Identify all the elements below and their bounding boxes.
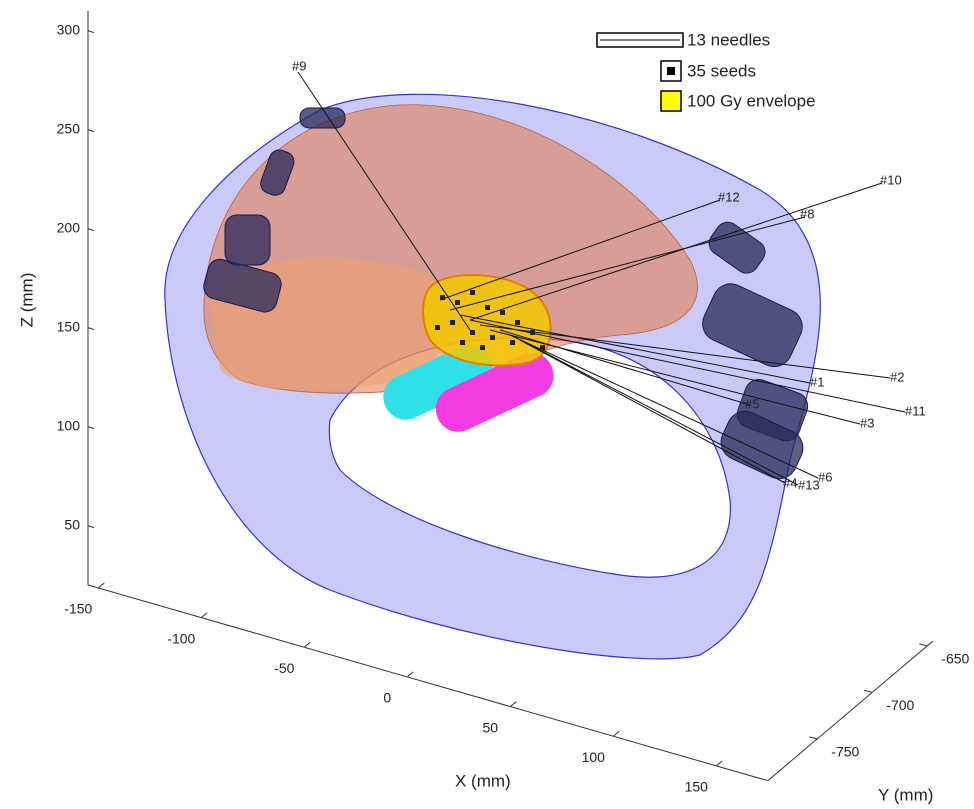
y-tick-label: -650 — [941, 651, 969, 667]
y-axis-label: Y (mm) — [878, 785, 933, 804]
needle-label: #8 — [800, 206, 814, 221]
z-axis-label: Z (mm) — [17, 273, 36, 328]
z-tick — [88, 328, 94, 330]
z-tick — [88, 526, 94, 528]
x-tick — [716, 761, 722, 766]
needle-label: #9 — [292, 58, 306, 73]
needle-label: #13 — [798, 477, 820, 492]
legend-label: 35 seeds — [687, 61, 756, 80]
x-tick — [613, 731, 619, 736]
y-tick-label: -700 — [886, 697, 914, 713]
chart: #9 #12 #10 #8 #1 #2 #11 #3 #5 #6 #4 #13 … — [0, 0, 974, 809]
x-tick — [201, 613, 207, 618]
legend: 13 needles 35 seeds 100 Gy envelope — [597, 30, 816, 111]
legend-label: 100 Gy envelope — [687, 91, 816, 110]
needle-label: #2 — [890, 369, 904, 384]
z-tick — [88, 427, 94, 429]
x-tick — [407, 672, 413, 677]
legend-label: 13 needles — [687, 30, 770, 49]
z-tick-label: 50 — [64, 516, 80, 532]
needle-label: #5 — [745, 396, 759, 411]
x-tick-label: 0 — [383, 690, 391, 706]
needle-label: #1 — [810, 374, 824, 389]
x-tick — [510, 702, 516, 707]
z-tick — [88, 130, 94, 132]
z-tick-label: 100 — [57, 417, 81, 433]
x-tick-label: 50 — [483, 719, 499, 735]
needle-label: #3 — [860, 415, 874, 430]
x-tick — [98, 583, 104, 588]
needle-label: #11 — [905, 403, 926, 418]
needle-label: #12 — [718, 189, 740, 204]
x-tick — [304, 642, 310, 647]
x-axis-label: X (mm) — [455, 771, 511, 790]
z-tick — [88, 229, 94, 231]
x-tick-label: 100 — [582, 749, 606, 765]
z-tick-label: 250 — [57, 120, 81, 136]
z-tick-label: 200 — [57, 219, 81, 235]
x-tick-label: -50 — [274, 660, 294, 676]
needle-label: #6 — [818, 469, 832, 484]
z-tick — [88, 31, 94, 33]
needle-label: #4 — [783, 475, 797, 490]
y-tick — [809, 737, 817, 739]
y-tick — [919, 644, 927, 646]
needle-label: #10 — [880, 172, 902, 187]
z-tick-label: 300 — [57, 21, 81, 37]
z-tick-label: 150 — [57, 318, 81, 334]
y-tick-label: -750 — [831, 744, 859, 760]
x-tick-label: -100 — [167, 630, 195, 646]
y-tick — [864, 690, 872, 692]
x-tick-label: -150 — [64, 601, 92, 617]
x-tick-label: 150 — [685, 779, 709, 795]
